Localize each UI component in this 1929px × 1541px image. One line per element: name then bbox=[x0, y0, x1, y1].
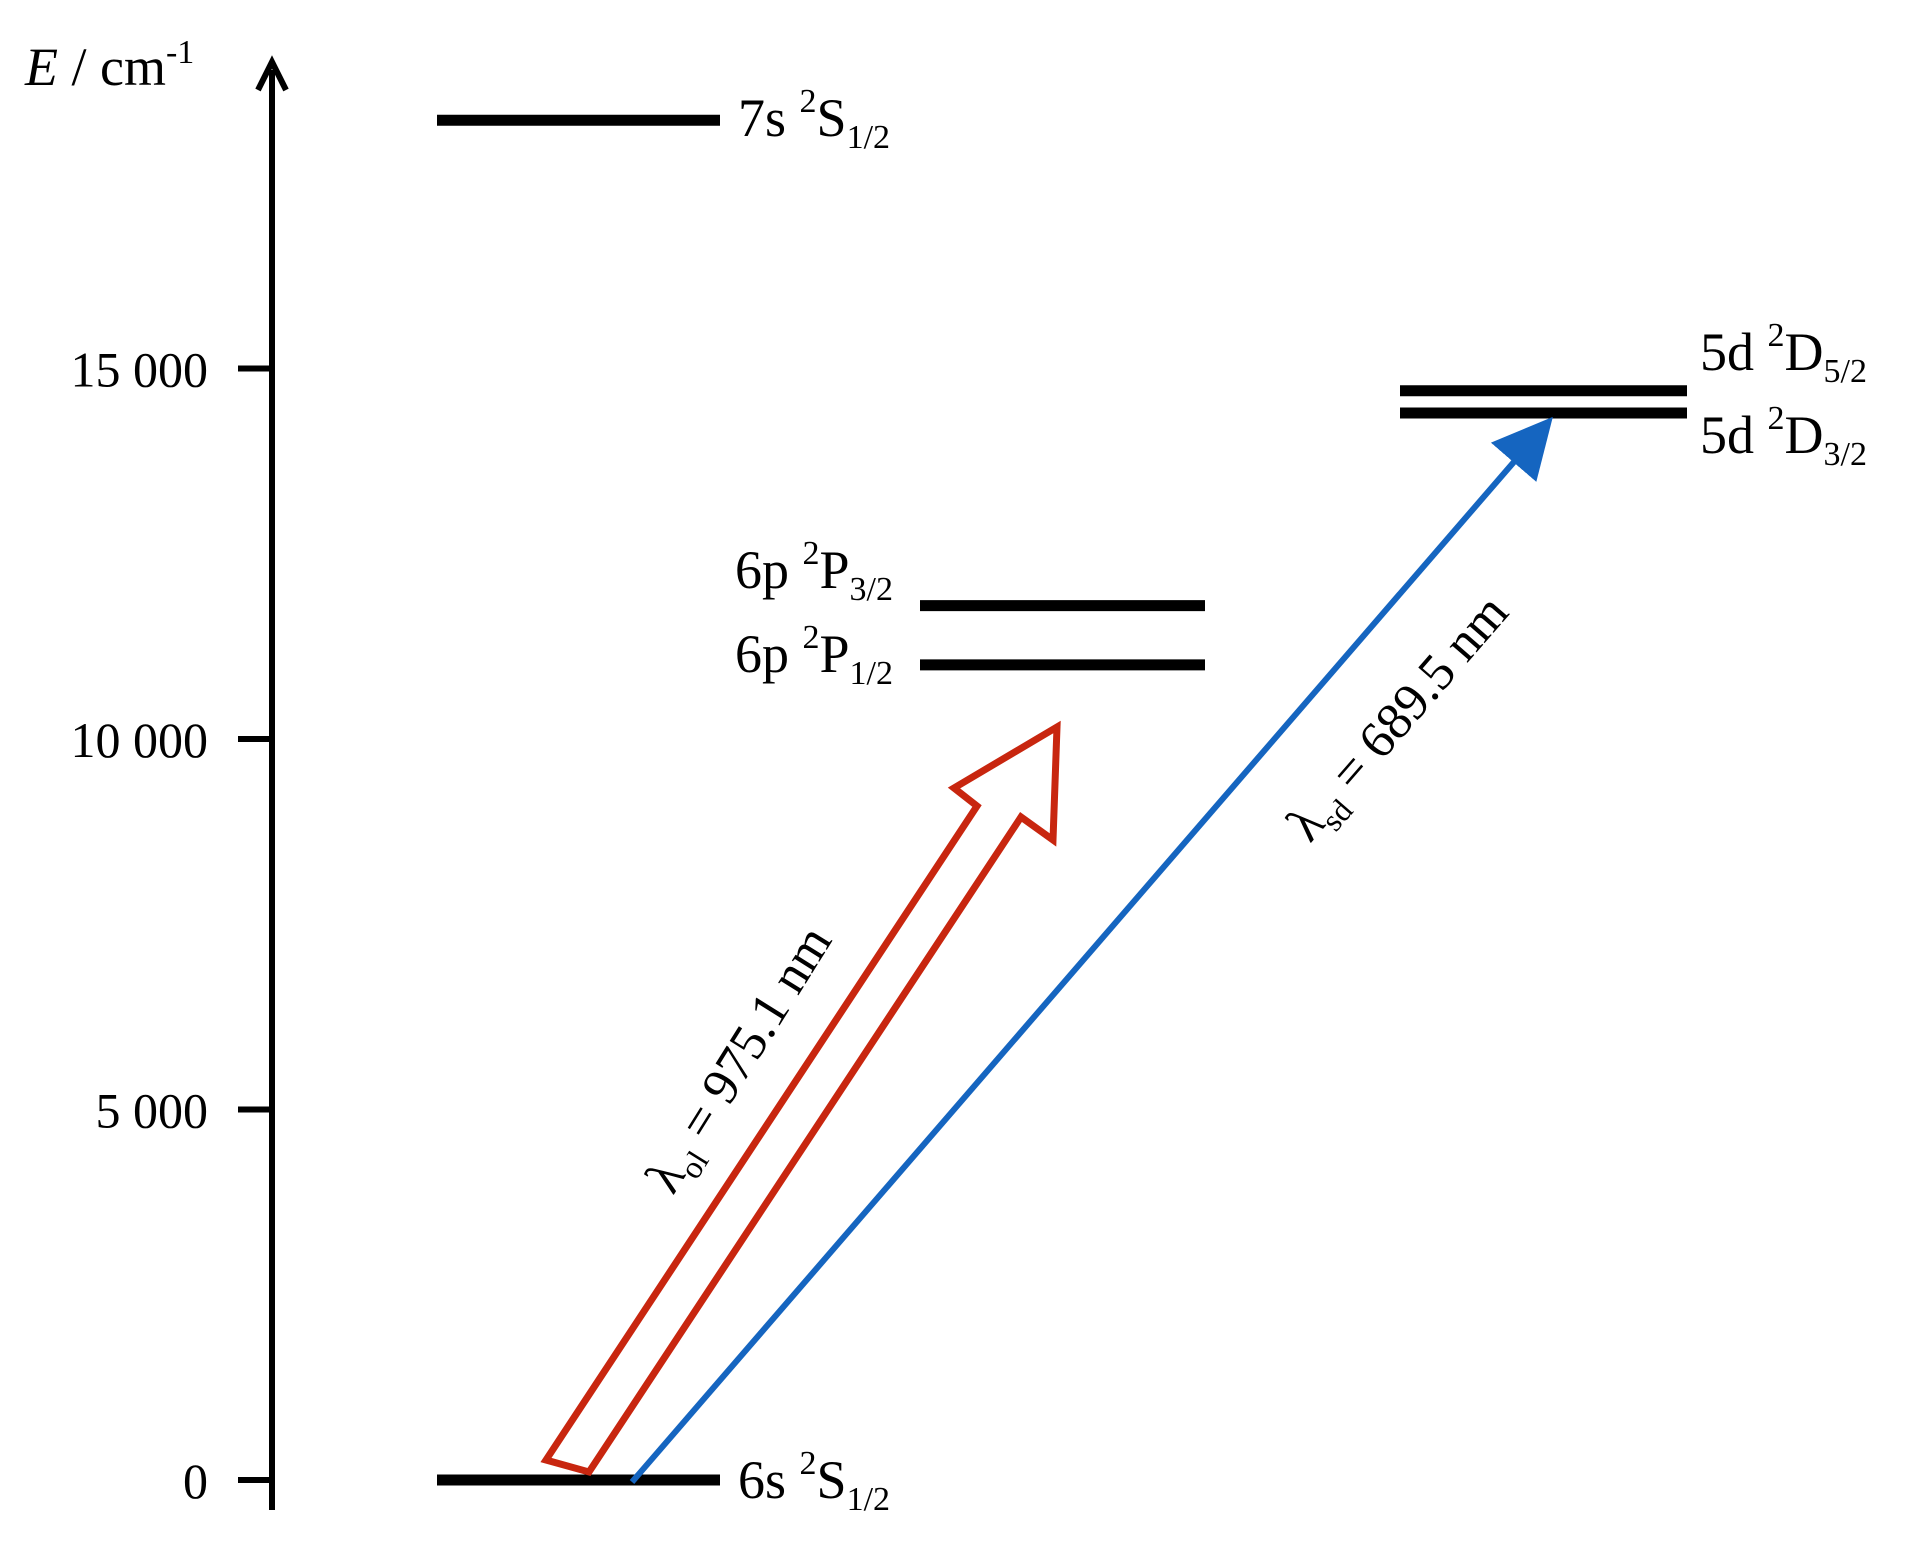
level-label-5d32: 5d 2D3/2 bbox=[1700, 400, 1867, 473]
axis-tick-label: 5 000 bbox=[96, 1083, 209, 1139]
level-label-6p32: 6p 2P3/2 bbox=[735, 535, 893, 608]
transition-ol: λol = 975.1 nm bbox=[540, 720, 1061, 1477]
level-label-6s: 6s 2S1/2 bbox=[738, 1445, 890, 1518]
axis-arrowhead bbox=[255, 55, 289, 92]
level-label-6p12: 6p 2P1/2 bbox=[735, 619, 893, 692]
axis-ticks: 0 5 000 10 000 15 000 bbox=[71, 342, 272, 1509]
axis-label: E / cm-1 bbox=[24, 34, 194, 97]
energy-axis: E / cm-1 0 5 000 10 000 15 000 bbox=[24, 34, 289, 1510]
transition-ol-arrow bbox=[540, 720, 1061, 1477]
axis-tick-label: 0 bbox=[183, 1453, 208, 1509]
energy-levels: 6s 2S1/2 6p 2P1/2 6p 2P3/2 5d 2D3/2 5d 2D5/2… bbox=[437, 83, 1867, 1518]
level-label-7s: 7s 2S1/2 bbox=[738, 83, 890, 156]
transition-sd-label: λsd = 689.5 nm bbox=[1276, 584, 1525, 857]
axis-tick-label: 10 000 bbox=[71, 712, 209, 768]
transition-sd-arrow bbox=[629, 416, 1553, 1484]
level-label-5d52: 5d 2D5/2 bbox=[1700, 317, 1867, 390]
axis-tick-label: 15 000 bbox=[71, 342, 209, 398]
